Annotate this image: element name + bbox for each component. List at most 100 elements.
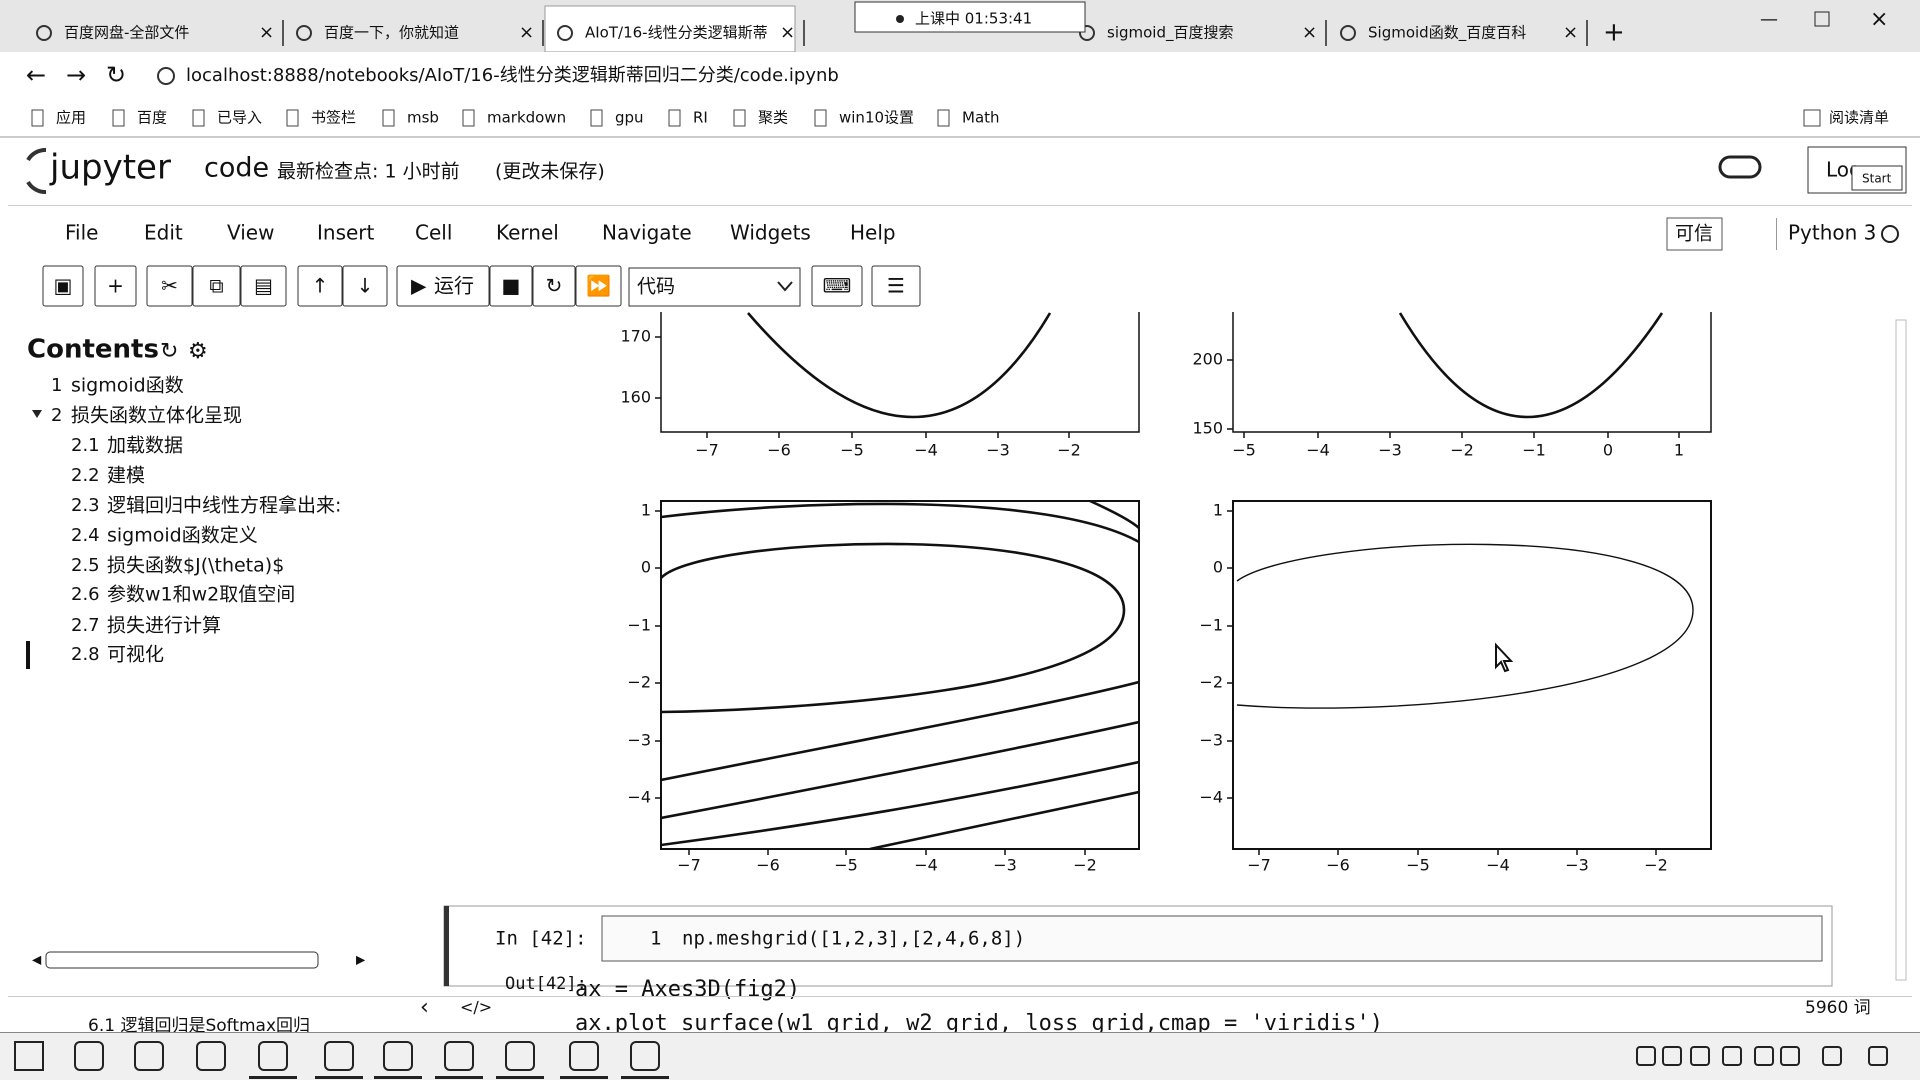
address-bar[interactable]: localhost:8888/notebooks/AIoT/16-线性分类逻辑斯…	[186, 65, 839, 86]
new-tab[interactable]: +	[1603, 18, 1625, 48]
taskbar-app[interactable]	[444, 1041, 474, 1071]
back[interactable]: ←	[26, 61, 46, 89]
cell-type-select[interactable]	[628, 267, 801, 307]
tray-icon[interactable]	[1662, 1046, 1682, 1066]
toc-entry[interactable]: 逻辑回归中线性方程拿出来:	[107, 494, 341, 517]
toolbar-button[interactable]	[396, 265, 490, 307]
bookmark[interactable]: 已导入	[217, 109, 262, 127]
toolbar-button[interactable]	[871, 265, 921, 307]
toolbar-button[interactable]	[532, 265, 576, 307]
toc-number[interactable]: 2.1	[71, 435, 100, 456]
tab-title[interactable]: 百度一下，你就知道	[324, 24, 459, 42]
taskbar-app[interactable]	[14, 1041, 44, 1071]
tray-icon[interactable]	[1690, 1046, 1710, 1066]
maximize[interactable]	[1814, 11, 1830, 27]
tab-close[interactable]: ×	[259, 22, 274, 43]
minimize[interactable]: —	[1760, 9, 1778, 30]
toc-entry[interactable]: sigmoid函数定义	[107, 525, 258, 547]
bookmark[interactable]: msb	[407, 109, 439, 127]
taskbar-app[interactable]	[134, 1041, 164, 1071]
code-line[interactable]: np.meshgrid([1,2,3],[2,4,6,8])	[682, 928, 1025, 950]
taskbar-app[interactable]	[630, 1041, 660, 1071]
toolbar-button[interactable]	[94, 265, 137, 307]
cell-type[interactable]: 代码	[637, 276, 675, 298]
toc-number[interactable]: 2.8	[71, 644, 100, 665]
taskbar-app[interactable]	[505, 1041, 535, 1071]
bookmark[interactable]: RI	[693, 109, 708, 127]
menu-item[interactable]: Widgets	[730, 221, 811, 245]
menu-item[interactable]: Kernel	[496, 221, 559, 245]
bookmark[interactable]: markdown	[487, 109, 566, 127]
toc-refresh[interactable]: ↻	[160, 339, 178, 364]
bookmark[interactable]: 应用	[56, 109, 86, 127]
tab-title[interactable]: Sigmoid函数_百度百科	[1368, 24, 1526, 43]
toc-settings[interactable]: ⚙	[188, 339, 208, 364]
bookmark[interactable]: gpu	[615, 109, 644, 127]
toc-entry[interactable]: 建模	[107, 465, 145, 487]
popup-button[interactable]: Start	[1862, 172, 1892, 186]
reading-list[interactable]: 阅读清单	[1829, 109, 1889, 127]
toc-number[interactable]: 2.7	[71, 615, 100, 636]
taskbar-app[interactable]	[74, 1041, 104, 1071]
menu-item[interactable]: File	[65, 221, 98, 245]
notebook-name[interactable]: code	[204, 153, 269, 184]
toolbar-button[interactable]	[811, 265, 863, 307]
collapse-nav[interactable]: ‹	[420, 995, 429, 1020]
toc-number[interactable]: 1	[51, 375, 62, 396]
toc-number[interactable]: 2.6	[71, 584, 100, 605]
taskbar-app[interactable]	[569, 1041, 599, 1071]
bookmark[interactable]: win10设置	[839, 109, 914, 127]
tray-icon[interactable]	[1868, 1046, 1888, 1066]
tray-icon[interactable]	[1722, 1046, 1742, 1066]
toolbar-button[interactable]	[575, 265, 622, 307]
tray-icon[interactable]	[1636, 1046, 1656, 1066]
toc-number[interactable]: 2.4	[71, 525, 100, 546]
toc-number[interactable]: 2.5	[71, 555, 100, 576]
taskbar-app[interactable]	[196, 1041, 226, 1071]
tab-close[interactable]: ×	[1302, 22, 1317, 43]
tab-close[interactable]: ×	[780, 22, 795, 43]
toc-scrollbar[interactable]	[45, 951, 319, 969]
tab-title[interactable]: AIoT/16-线性分类逻辑斯蒂	[585, 24, 768, 42]
tab-title[interactable]: sigmoid_百度搜索	[1107, 24, 1233, 43]
toolbar-button[interactable]	[489, 265, 533, 307]
site-info[interactable]	[157, 67, 175, 85]
toc-number[interactable]: 2.3	[71, 495, 100, 516]
menu-item[interactable]: View	[227, 221, 274, 245]
toolbar-button[interactable]	[342, 265, 388, 307]
tray-icon[interactable]	[1822, 1046, 1842, 1066]
bookmark[interactable]: 聚类	[758, 109, 788, 127]
tray-icon[interactable]	[1780, 1046, 1800, 1066]
toc-entry[interactable]: 可视化	[107, 644, 164, 666]
toc-entry[interactable]: sigmoid函数	[71, 375, 184, 397]
menu-item[interactable]: Cell	[415, 221, 452, 245]
taskbar-app[interactable]	[258, 1041, 288, 1071]
trusted-box[interactable]	[1666, 217, 1723, 251]
taskbar-app[interactable]	[324, 1041, 354, 1071]
toc-number[interactable]: 2	[51, 405, 62, 426]
toolbar-button[interactable]	[192, 265, 241, 307]
toc-entry[interactable]: 损失函数立体化呈现	[71, 405, 242, 427]
menu-item[interactable]: Edit	[144, 221, 183, 245]
tab-close[interactable]: ×	[1563, 22, 1578, 43]
code-toggle[interactable]: </>	[460, 998, 492, 1017]
bookmark[interactable]: Math	[962, 109, 1000, 127]
forward[interactable]: →	[66, 61, 86, 89]
tab-close[interactable]: ×	[519, 22, 534, 43]
reload[interactable]: ↻	[106, 61, 126, 89]
menu-item[interactable]: Navigate	[602, 221, 692, 245]
toc-entry[interactable]: 参数w1和w2取值空间	[107, 584, 295, 606]
toolbar-button[interactable]	[146, 265, 193, 307]
scroll-right[interactable]: ▶	[356, 953, 366, 967]
toolbar-button[interactable]	[297, 265, 343, 307]
toc-entry[interactable]: 损失函数$J(\theta)$	[107, 555, 284, 577]
menu-item[interactable]: Insert	[317, 221, 375, 245]
toolbar-button[interactable]	[42, 265, 84, 307]
toc-entry[interactable]: 加载数据	[107, 435, 183, 457]
tab-title[interactable]: 百度网盘-全部文件	[64, 24, 189, 42]
bookmark[interactable]: 书签栏	[311, 109, 356, 127]
run-label[interactable]: 运行	[434, 274, 474, 298]
toolbar-button[interactable]	[240, 265, 287, 307]
tray-icon[interactable]	[1754, 1046, 1774, 1066]
scroll-left[interactable]: ◀	[32, 953, 42, 967]
